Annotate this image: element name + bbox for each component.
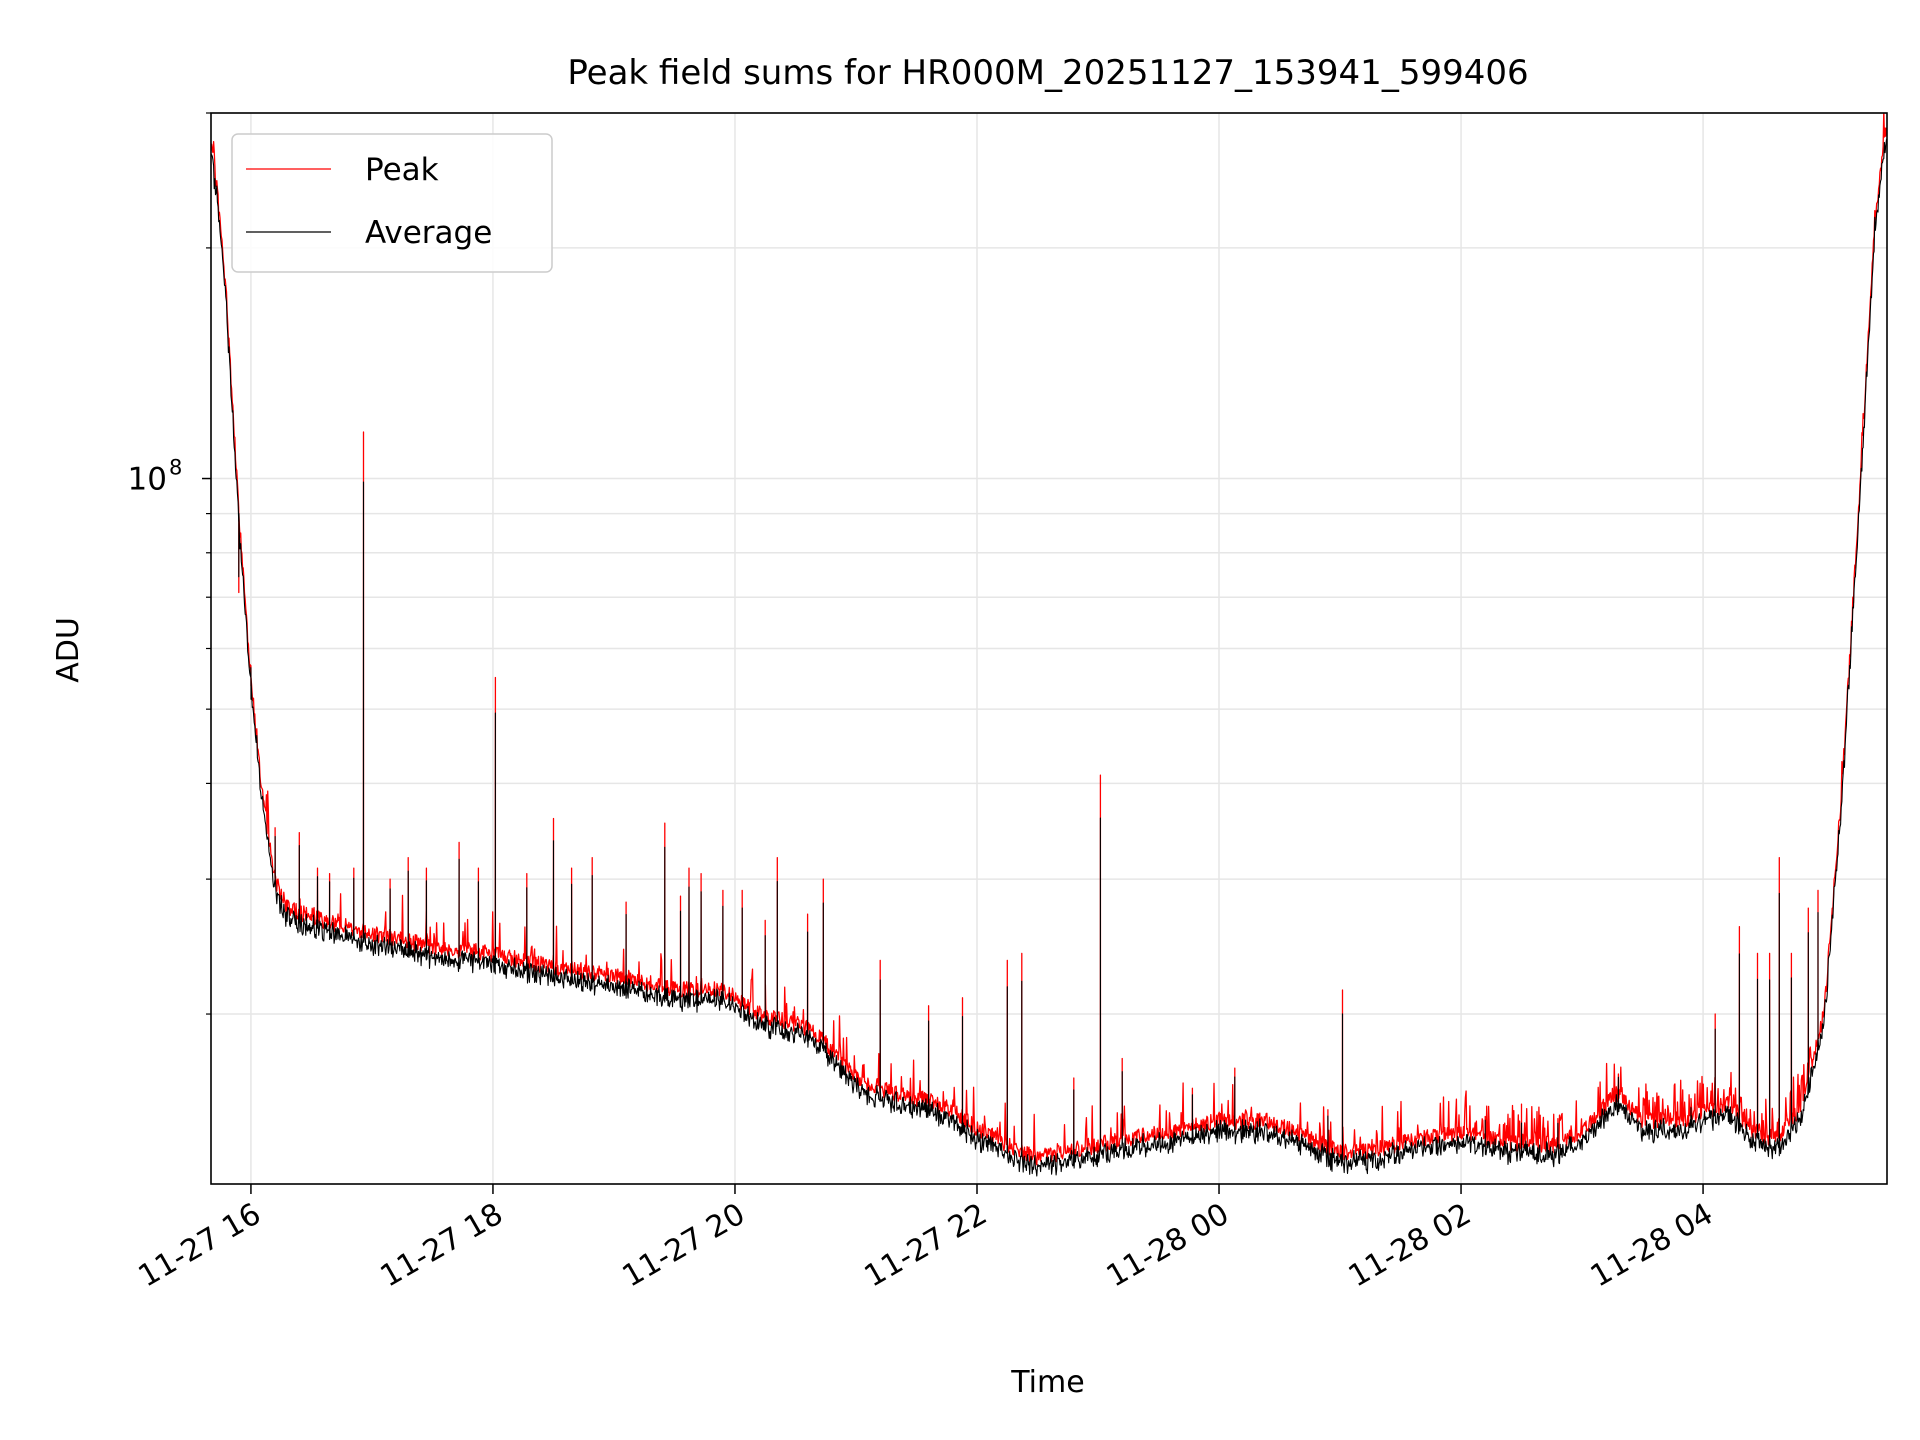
legend: Peak Average [231,133,553,273]
chart-title: Peak field sums for HR000M_20251127_1539… [567,53,1528,93]
series-average-line [211,138,1887,1177]
y-tick-label-0: 10 [128,462,167,498]
legend-peak-label: Peak [365,152,439,188]
y-axis-label: ADU [51,617,86,683]
y-tick-exponent-0: 8 [169,456,182,480]
legend-average-label: Average [365,215,492,251]
y-axis: 10 8 [128,112,211,1015]
x-axis-label: Time [1010,1365,1084,1400]
series-peak-line [211,113,1887,1166]
grid-lines [211,112,1887,1184]
